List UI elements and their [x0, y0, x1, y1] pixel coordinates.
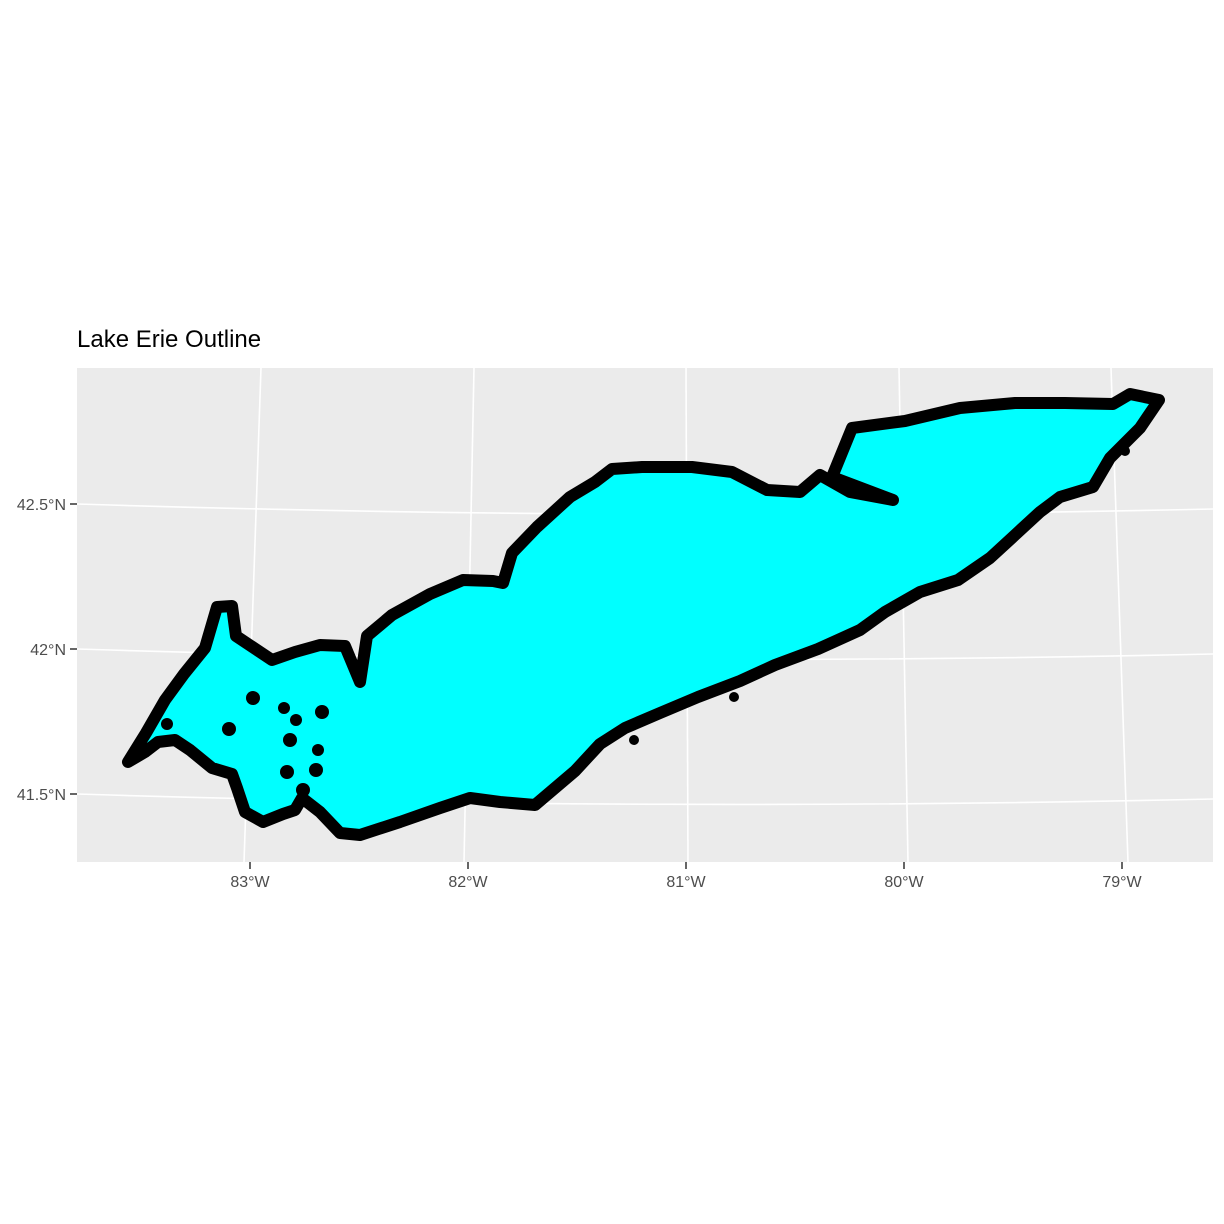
- islands: [161, 446, 1130, 797]
- x-tick-label: 80°W: [884, 874, 924, 891]
- x-tick-label: 79°W: [1102, 874, 1142, 891]
- axis-ticks: [70, 503, 1123, 869]
- x-tick-label: 83°W: [230, 874, 270, 891]
- island: [246, 691, 260, 705]
- island: [629, 735, 639, 745]
- island: [315, 705, 329, 719]
- x-tick-label: 81°W: [666, 874, 706, 891]
- island: [278, 702, 290, 714]
- island: [309, 763, 323, 777]
- island: [1120, 446, 1130, 456]
- y-tick-label: 42.5°N: [17, 497, 66, 514]
- lake-erie-shape: [122, 388, 1165, 841]
- island: [290, 714, 302, 726]
- island: [280, 765, 294, 779]
- y-tick-label: 42°N: [30, 642, 66, 659]
- island: [312, 744, 324, 756]
- island: [296, 783, 310, 797]
- x-tick-label: 82°W: [448, 874, 488, 891]
- island: [222, 722, 236, 736]
- island: [283, 733, 297, 747]
- y-tick-label: 41.5°N: [17, 787, 66, 804]
- island: [729, 692, 739, 702]
- map-title: Lake Erie Outline: [77, 326, 262, 353]
- island: [161, 718, 173, 730]
- lake-erie: [122, 388, 1165, 841]
